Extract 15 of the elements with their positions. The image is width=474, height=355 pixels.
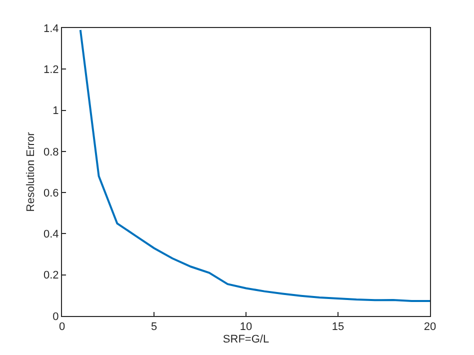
x-tick-label: 10 [240,321,252,334]
y-tick-label: 0.8 [44,146,59,158]
y-axis-title: Resolution Error [25,132,38,212]
y-tick-label: 0.2 [44,270,59,282]
y-tick-label: 0.6 [44,187,59,200]
x-tick-label: 20 [424,321,436,334]
y-tick-label: 0 [52,310,59,323]
y-tick-label: 1.2 [44,64,59,76]
line-series [79,29,430,302]
y-tick-label: 1 [52,105,59,118]
y-tick-label: 0.4 [44,228,59,241]
x-tick-label: 5 [150,321,158,334]
x-tick-label: 15 [332,321,344,334]
y-tick-label: 1.4 [44,22,59,35]
x-axis-title: SRF=G/L [222,333,270,346]
